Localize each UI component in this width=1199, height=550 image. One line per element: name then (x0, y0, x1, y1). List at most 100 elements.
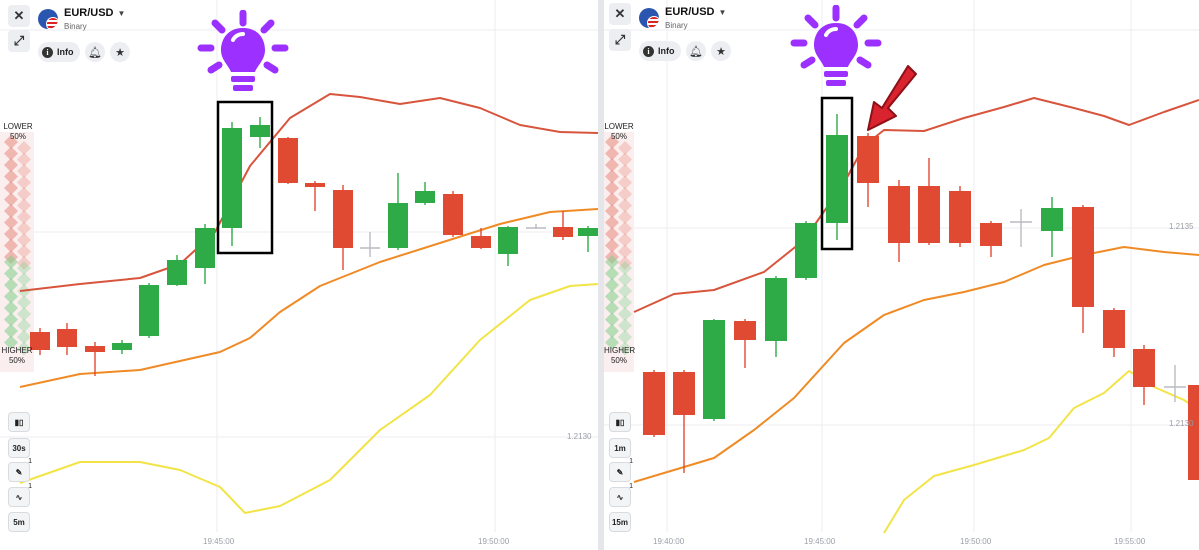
lower-marker (4, 158, 18, 172)
timeframe-button[interactable]: 1m (609, 438, 631, 458)
higher-marker (605, 335, 619, 350)
bearish-candle (1103, 310, 1125, 348)
indicators-button[interactable]: ∿ 1 (609, 483, 633, 507)
bearish-candle (305, 183, 325, 187)
panel-divider (598, 0, 604, 550)
bearish-candle (918, 186, 940, 243)
lower-marker (605, 146, 619, 161)
lower-marker (4, 135, 18, 149)
star-icon[interactable]: ★ (110, 42, 130, 62)
bearish-candle (553, 227, 573, 237)
lower-band-line (883, 370, 1199, 534)
lower-marker (618, 164, 632, 178)
chart-type-button[interactable]: ▮▯ (609, 412, 631, 432)
bullish-candle (415, 191, 435, 203)
lower-marker (605, 192, 619, 207)
lower-marker (618, 198, 632, 213)
price-chart-left[interactable] (0, 0, 598, 550)
period-button[interactable]: 5m (8, 512, 30, 532)
lower-marker (618, 233, 632, 247)
higher-marker (4, 324, 18, 338)
lower-marker (17, 187, 31, 201)
expand-icon[interactable]: ⤢ (609, 29, 631, 51)
close-icon[interactable]: ✕ (609, 3, 631, 25)
lower-marker (605, 169, 619, 184)
lower-marker (605, 181, 619, 195)
lower-marker (618, 152, 632, 167)
higher-marker (4, 278, 18, 292)
middle-band-line (633, 246, 1199, 483)
price-label: 1.2135 (1169, 222, 1194, 231)
lower-marker (618, 221, 632, 236)
lower-marker (605, 227, 619, 241)
chevron-down-icon: ▼ (117, 9, 126, 18)
time-label: 19:55:00 (1114, 537, 1146, 546)
lower-marker (605, 135, 619, 149)
time-label: 19:40:00 (653, 537, 685, 546)
bearish-candle (949, 191, 971, 243)
close-icon[interactable]: ✕ (8, 5, 30, 27)
lower-marker (17, 164, 31, 178)
bullish-candle (139, 285, 159, 336)
bullish-candle (578, 228, 598, 236)
higher-marker (4, 335, 18, 350)
higher-marker (17, 307, 31, 321)
time-label: 19:50:00 (478, 537, 510, 546)
lower-marker (17, 141, 31, 155)
lower-marker (17, 233, 31, 247)
bullish-candle (112, 343, 132, 350)
bullish-candle (795, 223, 817, 278)
lower-marker (605, 158, 619, 172)
higher-marker (618, 261, 632, 275)
info-button[interactable]: i Info (639, 41, 681, 61)
higher-marker (4, 255, 18, 269)
lower-marker (17, 152, 31, 167)
higher-marker (4, 301, 18, 315)
price-chart-right[interactable] (604, 0, 1199, 550)
lower-marker (618, 187, 632, 201)
info-button[interactable]: i Info (38, 42, 80, 62)
lower-percent: 50% (9, 132, 26, 141)
timeframe-button[interactable]: 30s (8, 438, 30, 458)
higher-marker (618, 284, 632, 298)
higher-percent: 50% (610, 356, 627, 365)
bearish-candle (471, 236, 491, 248)
light-bulb-icon (197, 10, 289, 91)
bearish-candle (980, 223, 1002, 246)
bearish-candle (1072, 207, 1094, 307)
indicator-wave-icon: ∿ (15, 492, 23, 502)
period-button[interactable]: 15m (609, 512, 631, 532)
lower-marker (17, 210, 31, 224)
higher-marker (605, 312, 619, 327)
expand-icon[interactable]: ⤢ (8, 30, 30, 52)
middle-band-line (19, 208, 598, 388)
higher-marker (17, 295, 31, 310)
higher-marker (17, 261, 31, 275)
lower-band-line (19, 283, 598, 514)
bell-icon[interactable]: 🔔︎ (686, 41, 706, 61)
indicators-button[interactable]: ∿ 1 (8, 483, 32, 507)
bullish-candle (167, 260, 187, 285)
star-icon[interactable]: ★ (711, 41, 731, 61)
bell-icon[interactable]: 🔔︎ (85, 42, 105, 62)
price-label: 1.2130 (1169, 419, 1194, 428)
lower-marker (4, 181, 18, 195)
higher-marker (605, 266, 619, 281)
higher-marker (17, 318, 31, 333)
info-label: Info (658, 46, 675, 56)
highlight-box (216, 100, 274, 255)
lower-marker (618, 244, 632, 259)
higher-marker (618, 341, 632, 356)
bearish-candle (734, 321, 756, 340)
upper-band-line (19, 93, 598, 292)
higher-marker (605, 278, 619, 292)
asset-selector[interactable]: EUR/USD ▼ (665, 6, 727, 18)
asset-selector[interactable]: EUR/USD ▼ (64, 7, 126, 19)
chart-type-button[interactable]: ▮▯ (8, 412, 30, 432)
lower-marker (17, 175, 31, 190)
lower-marker (17, 221, 31, 236)
drawing-tools-button[interactable]: ✎ 1 (609, 458, 633, 482)
lower-marker (4, 204, 18, 218)
drawing-tools-button[interactable]: ✎ 1 (8, 458, 32, 482)
lower-marker (618, 141, 632, 155)
